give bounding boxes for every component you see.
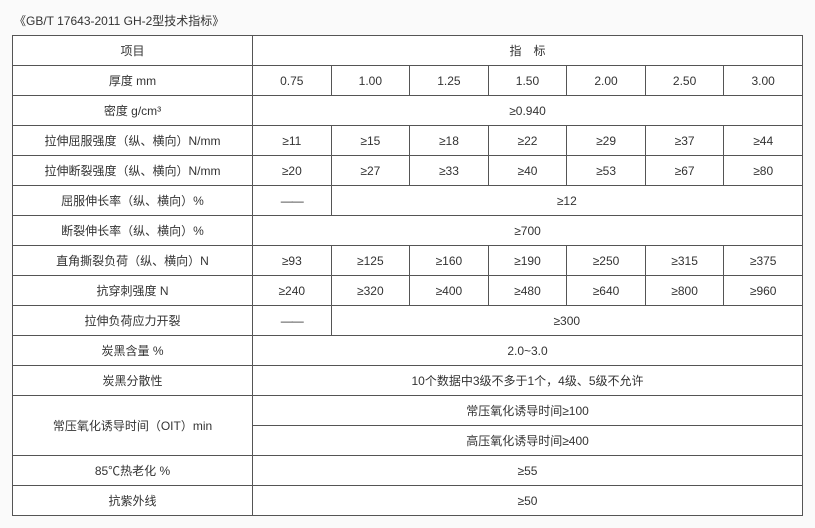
density-row: 密度 g/cm³ ≥0.940 bbox=[13, 96, 803, 126]
tear-value: ≥160 bbox=[410, 246, 489, 276]
tensile-break-value: ≥53 bbox=[567, 156, 646, 186]
stress-crack-dash: —— bbox=[253, 306, 332, 336]
stress-crack-value: ≥300 bbox=[331, 306, 802, 336]
tensile-yield-value: ≥22 bbox=[488, 126, 567, 156]
oit-value-2: 高压氧化诱导时间≥400 bbox=[253, 426, 803, 456]
puncture-row: 抗穿刺强度 N ≥240 ≥320 ≥400 ≥480 ≥640 ≥800 ≥9… bbox=[13, 276, 803, 306]
uv-label: 抗紫外线 bbox=[13, 486, 253, 516]
header-indicator: 指 标 bbox=[253, 36, 803, 66]
yield-elong-label: 屈服伸长率（纵、横向）% bbox=[13, 186, 253, 216]
tensile-yield-row: 拉伸屈服强度（纵、横向）N/mm ≥11 ≥15 ≥18 ≥22 ≥29 ≥37… bbox=[13, 126, 803, 156]
tensile-break-value: ≥33 bbox=[410, 156, 489, 186]
carbon-disp-row: 炭黑分散性 10个数据中3级不多于1个，4级、5级不允许 bbox=[13, 366, 803, 396]
puncture-value: ≥960 bbox=[724, 276, 803, 306]
carbon-content-row: 炭黑含量 % 2.0~3.0 bbox=[13, 336, 803, 366]
carbon-content-value: 2.0~3.0 bbox=[253, 336, 803, 366]
puncture-value: ≥400 bbox=[410, 276, 489, 306]
uv-row: 抗紫外线 ≥50 bbox=[13, 486, 803, 516]
tensile-yield-value: ≥18 bbox=[410, 126, 489, 156]
tear-label: 直角撕裂负荷（纵、横向）N bbox=[13, 246, 253, 276]
carbon-content-label: 炭黑含量 % bbox=[13, 336, 253, 366]
thickness-label: 厚度 mm bbox=[13, 66, 253, 96]
stress-crack-label: 拉伸负荷应力开裂 bbox=[13, 306, 253, 336]
tensile-break-value: ≥27 bbox=[331, 156, 410, 186]
header-item: 项目 bbox=[13, 36, 253, 66]
tear-value: ≥375 bbox=[724, 246, 803, 276]
puncture-label: 抗穿刺强度 N bbox=[13, 276, 253, 306]
carbon-disp-label: 炭黑分散性 bbox=[13, 366, 253, 396]
tear-row: 直角撕裂负荷（纵、横向）N ≥93 ≥125 ≥160 ≥190 ≥250 ≥3… bbox=[13, 246, 803, 276]
heat-aging-value: ≥55 bbox=[253, 456, 803, 486]
tear-value: ≥190 bbox=[488, 246, 567, 276]
tensile-yield-value: ≥29 bbox=[567, 126, 646, 156]
thickness-value: 0.75 bbox=[253, 66, 332, 96]
stress-crack-row: 拉伸负荷应力开裂 —— ≥300 bbox=[13, 306, 803, 336]
tensile-break-value: ≥40 bbox=[488, 156, 567, 186]
thickness-row: 厚度 mm 0.75 1.00 1.25 1.50 2.00 2.50 3.00 bbox=[13, 66, 803, 96]
thickness-value: 2.50 bbox=[645, 66, 724, 96]
oit-row-1: 常压氧化诱导时间（OIT）min 常压氧化诱导时间≥100 bbox=[13, 396, 803, 426]
tensile-yield-value: ≥37 bbox=[645, 126, 724, 156]
puncture-value: ≥800 bbox=[645, 276, 724, 306]
tensile-yield-value: ≥44 bbox=[724, 126, 803, 156]
tensile-yield-value: ≥11 bbox=[253, 126, 332, 156]
thickness-value: 3.00 bbox=[724, 66, 803, 96]
thickness-value: 2.00 bbox=[567, 66, 646, 96]
page-title: 《GB/T 17643-2011 GH-2型技术指标》 bbox=[12, 12, 803, 29]
thickness-value: 1.25 bbox=[410, 66, 489, 96]
heat-aging-label: 85℃热老化 % bbox=[13, 456, 253, 486]
puncture-value: ≥240 bbox=[253, 276, 332, 306]
puncture-value: ≥480 bbox=[488, 276, 567, 306]
spec-table: 项目 指 标 厚度 mm 0.75 1.00 1.25 1.50 2.00 2.… bbox=[12, 35, 803, 516]
tear-value: ≥315 bbox=[645, 246, 724, 276]
tensile-yield-label: 拉伸屈服强度（纵、横向）N/mm bbox=[13, 126, 253, 156]
tear-value: ≥125 bbox=[331, 246, 410, 276]
tear-value: ≥250 bbox=[567, 246, 646, 276]
yield-elong-row: 屈服伸长率（纵、横向）% —— ≥12 bbox=[13, 186, 803, 216]
break-elong-label: 断裂伸长率（纵、横向）% bbox=[13, 216, 253, 246]
tensile-yield-value: ≥15 bbox=[331, 126, 410, 156]
oit-label: 常压氧化诱导时间（OIT）min bbox=[13, 396, 253, 456]
break-elong-row: 断裂伸长率（纵、横向）% ≥700 bbox=[13, 216, 803, 246]
table-header-row: 项目 指 标 bbox=[13, 36, 803, 66]
oit-value-1: 常压氧化诱导时间≥100 bbox=[253, 396, 803, 426]
puncture-value: ≥640 bbox=[567, 276, 646, 306]
carbon-disp-value: 10个数据中3级不多于1个，4级、5级不允许 bbox=[253, 366, 803, 396]
heat-aging-row: 85℃热老化 % ≥55 bbox=[13, 456, 803, 486]
puncture-value: ≥320 bbox=[331, 276, 410, 306]
tensile-break-value: ≥20 bbox=[253, 156, 332, 186]
tensile-break-value: ≥67 bbox=[645, 156, 724, 186]
density-value: ≥0.940 bbox=[253, 96, 803, 126]
thickness-value: 1.50 bbox=[488, 66, 567, 96]
tensile-break-label: 拉伸断裂强度（纵、横向）N/mm bbox=[13, 156, 253, 186]
thickness-value: 1.00 bbox=[331, 66, 410, 96]
yield-elong-dash: —— bbox=[253, 186, 332, 216]
break-elong-value: ≥700 bbox=[253, 216, 803, 246]
tensile-break-value: ≥80 bbox=[724, 156, 803, 186]
tear-value: ≥93 bbox=[253, 246, 332, 276]
tensile-break-row: 拉伸断裂强度（纵、横向）N/mm ≥20 ≥27 ≥33 ≥40 ≥53 ≥67… bbox=[13, 156, 803, 186]
uv-value: ≥50 bbox=[253, 486, 803, 516]
density-label: 密度 g/cm³ bbox=[13, 96, 253, 126]
yield-elong-value: ≥12 bbox=[331, 186, 802, 216]
